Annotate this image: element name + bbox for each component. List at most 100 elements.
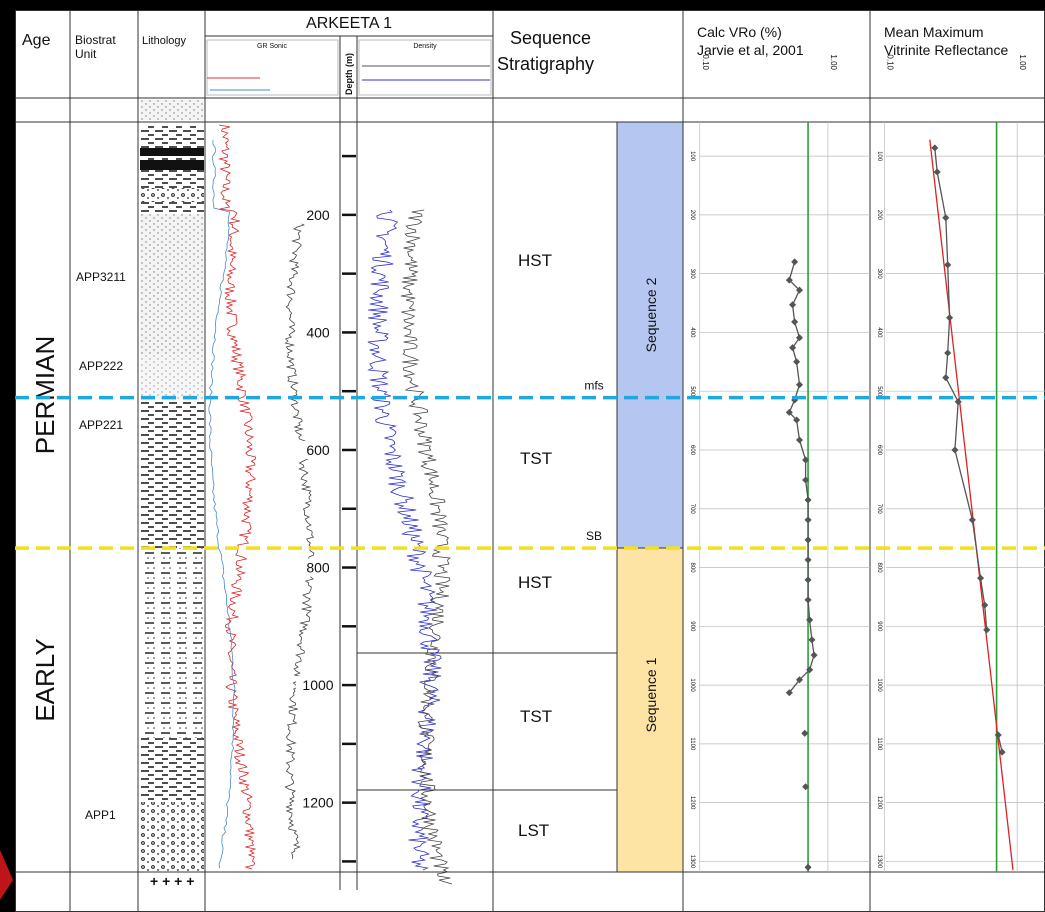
data-point — [789, 344, 797, 352]
age-label: PERMIAN — [30, 336, 60, 454]
depth-tick-label: 300 — [689, 269, 695, 280]
header-lithology: Lithology — [142, 35, 187, 47]
data-point — [954, 398, 962, 406]
data-point — [804, 556, 812, 564]
data-point — [802, 456, 810, 464]
depth-label: 1000 — [302, 677, 333, 693]
data-point — [795, 286, 804, 294]
data-point — [931, 144, 939, 152]
systems-tract: HST — [518, 251, 552, 270]
depth-tick-label: 700 — [876, 504, 882, 515]
header-depth: Depth (m) — [344, 53, 354, 95]
surface-label: SB — [586, 529, 602, 543]
depth-tick-label: 1200 — [689, 796, 695, 810]
depth-label: 400 — [306, 324, 330, 340]
depth-tick-label: 1100 — [689, 737, 695, 751]
data-point — [806, 616, 814, 624]
biostrat-unit: APP221 — [79, 418, 123, 432]
depth-tick-label: 1000 — [689, 678, 695, 692]
header-gr-sonic: GR Sonic — [257, 43, 287, 50]
data-point — [791, 318, 799, 326]
depth-tick-label: 500 — [689, 386, 695, 397]
header-seq-strat: Stratigraphy — [497, 54, 594, 74]
data-point — [944, 261, 952, 269]
depth-label: 1200 — [302, 795, 333, 811]
data-point — [946, 314, 954, 322]
biostrat-unit: APP3211 — [76, 270, 126, 284]
header-vro: Calc VRo (%) — [697, 24, 782, 40]
depth-tick-label: 800 — [876, 563, 882, 574]
data-point — [785, 689, 793, 697]
data-point — [804, 863, 812, 871]
data-point — [951, 446, 959, 454]
biostrat-unit: APP222 — [79, 359, 123, 373]
systems-tract: LST — [518, 821, 549, 840]
data-point — [802, 783, 810, 791]
depth-tick-label: 1000 — [876, 678, 882, 692]
header-seq-strat: Sequence — [510, 28, 591, 48]
depth-tick-label: 900 — [689, 621, 695, 632]
data-point — [804, 516, 812, 524]
depth-tick-label: 1200 — [876, 796, 882, 810]
header-age: Age — [22, 32, 51, 49]
depth-label-bg — [296, 793, 336, 812]
biostrat-unit: APP1 — [85, 808, 116, 822]
depth-label: 200 — [306, 207, 330, 223]
x-tick-label: 0.10 — [701, 54, 710, 70]
sequence-box — [616, 121, 684, 549]
header-biostrat: Biostrat — [75, 33, 116, 47]
data-point — [944, 349, 952, 357]
depth-label: 800 — [306, 560, 330, 576]
data-point — [802, 476, 810, 484]
depth-tick-label: 100 — [876, 151, 882, 162]
data-point — [804, 596, 812, 604]
data-point — [942, 374, 950, 382]
data-point — [933, 168, 941, 176]
depth-label-bg — [296, 676, 336, 695]
depth-label-bg — [296, 205, 336, 224]
data-point — [998, 748, 1006, 756]
depth-tick-label: 700 — [689, 504, 695, 515]
log-curve — [208, 139, 236, 869]
x-tick-label: 0.10 — [885, 54, 894, 70]
data-point — [983, 626, 991, 634]
depth-tick-label: 600 — [876, 445, 882, 456]
depth-tick-label: 1300 — [689, 855, 695, 869]
data-point — [804, 496, 812, 504]
depth-tick-label: 1300 — [876, 855, 882, 869]
depth-label: 600 — [306, 442, 330, 458]
logo-fragment — [0, 850, 13, 900]
header-well: ARKEETA 1 — [306, 15, 392, 32]
x-tick-label: 1.00 — [829, 54, 838, 70]
data-point — [795, 676, 804, 684]
data-point — [804, 536, 812, 544]
data-point — [795, 381, 804, 389]
x-tick-label: 1.00 — [1018, 54, 1027, 70]
log-curve — [218, 124, 257, 870]
data-point — [793, 358, 801, 366]
header-biostrat: Unit — [75, 47, 97, 61]
depth-tick-label: 300 — [876, 269, 882, 280]
data-point — [994, 731, 1002, 739]
data-point — [981, 601, 989, 609]
sequence-label: Sequence 2 — [643, 277, 659, 352]
trend-line — [929, 139, 1014, 871]
log-curve — [284, 214, 316, 860]
header-vro: Jarvie et al, 2001 — [697, 42, 804, 58]
data-point — [942, 214, 950, 222]
depth-tick-label: 400 — [876, 327, 882, 338]
data-point — [806, 666, 814, 674]
data-point — [791, 258, 799, 266]
data-point — [795, 436, 804, 444]
age-label: EARLY — [30, 638, 60, 721]
depth-tick-label: 1100 — [876, 737, 882, 751]
data-point — [810, 651, 818, 659]
depth-label-bg — [296, 323, 336, 342]
data-point — [785, 408, 793, 416]
surface-label: mfs — [584, 379, 603, 393]
data-point — [977, 574, 985, 582]
depth-label-bg — [296, 558, 336, 577]
systems-tract: TST — [520, 449, 552, 468]
data-point — [808, 636, 816, 644]
